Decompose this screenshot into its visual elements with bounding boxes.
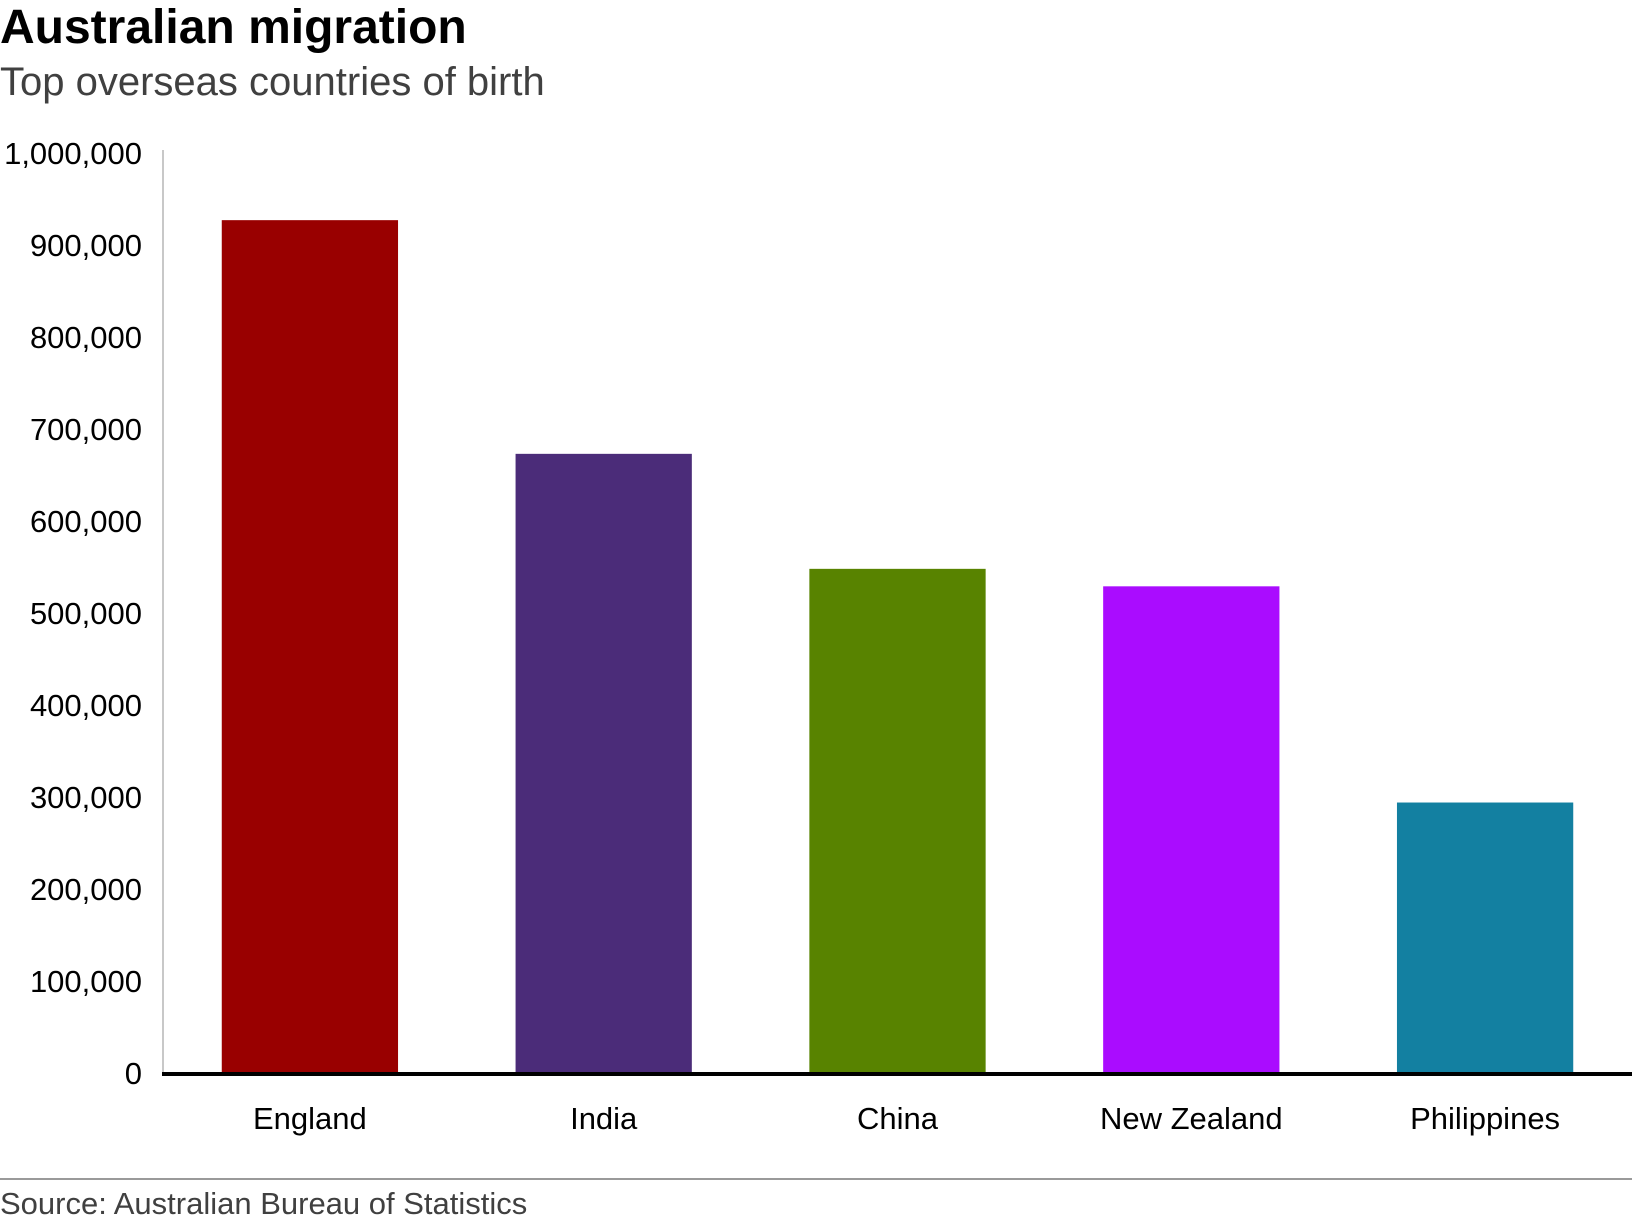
x-axis-ticks: England India China New Zealand Philippines — [253, 1101, 1560, 1136]
x-tick-label: China — [857, 1101, 939, 1136]
x-tick-label: Philippines — [1410, 1101, 1560, 1136]
bar-china — [809, 568, 986, 1073]
chart-subtitle: Top overseas countries of birth — [0, 60, 545, 104]
y-tick-label: 800,000 — [30, 320, 142, 355]
y-tick-label: 100,000 — [30, 964, 142, 999]
y-tick-label: 300,000 — [30, 780, 142, 815]
bar-england — [221, 220, 399, 1073]
chart-title: Australian migration — [0, 1, 467, 54]
y-tick-label: 700,000 — [30, 412, 142, 447]
y-tick-label: 500,000 — [30, 596, 142, 631]
x-tick-label: India — [570, 1101, 638, 1136]
source-divider — [0, 1178, 1632, 1180]
y-tick-label: 0 — [125, 1056, 142, 1091]
y-axis-ticks: 0 100,000 200,000 300,000 400,000 500,000 600,… — [4, 136, 142, 1091]
y-tick-label: 900,000 — [30, 228, 142, 263]
y-tick-label: 200,000 — [30, 872, 142, 907]
y-tick-label: 400,000 — [30, 688, 142, 723]
y-tick-label: 1,000,000 — [4, 136, 142, 171]
bar-india — [515, 453, 692, 1074]
x-tick-label: New Zealand — [1100, 1101, 1283, 1136]
source-note: Source: Australian Bureau of Statistics — [0, 1186, 528, 1221]
bar-philippines — [1396, 802, 1574, 1073]
bar-new-zealand — [1103, 586, 1280, 1073]
x-tick-label: England — [253, 1101, 367, 1136]
bar-chart: 0 100,000 200,000 300,000 400,000 500,000 600,… — [4, 136, 1632, 1136]
y-tick-label: 600,000 — [30, 504, 142, 539]
bars — [221, 220, 1574, 1074]
